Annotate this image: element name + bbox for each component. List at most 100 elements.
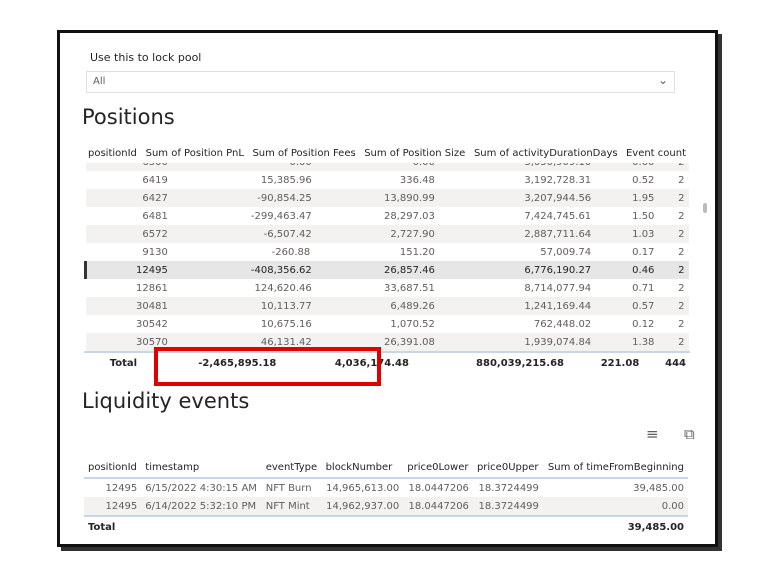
table-cell: 28,297.03	[383, 210, 435, 222]
table-row[interactable]: 30542 10,675.16 1,070.52 762,448.02 0.12 2	[86, 315, 689, 333]
table-cell: 12495	[84, 497, 142, 516]
highlight-box	[154, 347, 381, 386]
table-cell: 0.57	[595, 297, 659, 315]
slicer-label: Use this to lock pool	[90, 51, 202, 64]
table-cell: 0.00	[315, 163, 439, 171]
table-cell: -90,854.25	[171, 189, 316, 207]
table-cell: 6572	[85, 225, 172, 243]
table-cell: 26,857.46	[315, 261, 439, 279]
table-cell: 10,675.16	[260, 318, 312, 330]
table-cell: -6,507.42	[171, 225, 316, 243]
table-row[interactable]: 12495 6/14/2022 5:32:10 PM NFT Mint 14,962,…	[84, 497, 688, 516]
table-cell: 12861	[136, 282, 168, 294]
table-cell: 1,070.52	[390, 318, 435, 330]
table-cell: 15,385.96	[260, 174, 312, 186]
total-value: 221.08	[567, 351, 644, 373]
table-cell: 3,192,728.31	[524, 174, 592, 186]
table-row[interactable]: 30570 46,131.42 26,391.08 1,939,074.84 1.38 2	[85, 333, 689, 351]
table-cell: 12495	[84, 261, 172, 279]
table-cell: 2	[658, 297, 689, 315]
table-row[interactable]: 6481 -299,463.47 28,297.03 7,424,745.61 1.50…	[86, 207, 689, 225]
table-cell: 30481	[85, 297, 172, 315]
table-cell: 2	[678, 282, 685, 294]
table-cell: 1.03	[595, 225, 659, 243]
column-header[interactable]: price0Lower	[407, 461, 469, 473]
table-cell: 12495	[105, 482, 138, 494]
dropdown-value: All	[93, 76, 106, 87]
table-row[interactable]: 12495 -408,356.62 26,857.46 6,776,190.27 0.4…	[84, 261, 689, 279]
table-cell: 2	[678, 210, 685, 222]
table-cell: 3,207,944.56	[438, 189, 596, 207]
positions-scrollbar[interactable]	[703, 203, 707, 213]
table-cell: 18.0447206	[403, 497, 473, 516]
table-row[interactable]: 12495 6/15/2022 4:30:15 AM NFT Burn 14,965,…	[84, 478, 688, 497]
table-cell: 6,489.26	[315, 297, 439, 315]
table-cell: 0.52	[632, 174, 655, 186]
table-cell: 2,887,711.64	[438, 225, 596, 243]
table-row[interactable]: 6572 -6,507.42 2,727.90 2,887,711.64 1.03 2	[85, 225, 689, 243]
column-header[interactable]: Sum of timeFromBeginning	[547, 461, 684, 473]
table-cell: 14,962,937.00	[321, 497, 404, 516]
column-header[interactable]: positionId	[88, 461, 137, 473]
table-cell: 46,131.42	[171, 333, 316, 351]
column-header[interactable]: Sum of Position Fees	[252, 147, 356, 159]
pool-lock-dropdown[interactable]: All ⌄	[86, 71, 675, 93]
table-row[interactable]: 9130 -260.88 151.20 57,009.74 0.17 2	[86, 243, 689, 261]
column-header[interactable]: Sum of activityDurationDays	[473, 147, 618, 159]
column-header[interactable]: eventType	[265, 461, 318, 473]
total-value	[141, 515, 262, 537]
table-row[interactable]: 6419 15,385.96 336.48 3,192,728.31 0.52 2	[86, 171, 689, 189]
total-value	[472, 515, 543, 537]
table-cell: 2	[678, 246, 685, 258]
table-cell: 14,965,613.00	[326, 482, 400, 494]
table-cell: 2	[658, 261, 689, 279]
table-cell: 1.50	[632, 210, 655, 222]
table-cell: 2	[658, 163, 689, 171]
table-cell: 3,050,909.10	[438, 163, 596, 171]
table-cell: 336.48	[399, 174, 435, 186]
total-value: 39,485.00	[542, 515, 688, 537]
column-header[interactable]: price0Upper	[476, 461, 539, 473]
column-header[interactable]: blockNumber	[325, 461, 393, 473]
table-cell: -299,463.47	[250, 210, 312, 222]
table-cell: 0.00	[171, 163, 316, 171]
total-value: 444	[643, 351, 690, 373]
report-visual-frame: Use this to lock pool All ⌄ Positions po…	[57, 30, 718, 547]
table-cell: 6427	[85, 189, 172, 207]
table-cell: -408,356.62	[171, 261, 316, 279]
table-cell: 6/15/2022 4:30:15 AM	[145, 482, 257, 494]
table-cell: NFT Mint	[261, 497, 322, 516]
table-cell: 2	[658, 189, 689, 207]
table-row[interactable]: 12861 124,620.46 33,687.51 8,714,077.94 0.71…	[86, 279, 689, 297]
total-value	[261, 515, 322, 537]
table-cell: 33,687.51	[383, 282, 435, 294]
table-cell: 39,485.00	[633, 482, 684, 494]
table-row[interactable]: 65000.000.003,050,909.100.002	[85, 163, 689, 171]
column-header[interactable]: Event count	[625, 147, 686, 159]
column-header[interactable]: Sum of Position PnL	[145, 147, 244, 159]
column-header[interactable]: timestamp	[145, 461, 200, 473]
table-cell: 30542	[136, 318, 168, 330]
table-cell: 1.95	[595, 189, 659, 207]
table-cell: 151.20	[399, 246, 435, 258]
table-cell: 2	[678, 318, 685, 330]
table-row[interactable]: 6427 -90,854.25 13,890.99 3,207,944.56 1.95 2	[85, 189, 689, 207]
focus-mode-icon[interactable]: ⧉	[684, 425, 695, 443]
table-cell: 0.46	[595, 261, 659, 279]
table-cell: 2	[658, 333, 689, 351]
filter-icon[interactable]: ≡	[646, 425, 659, 443]
column-header[interactable]: Sum of Position Size	[364, 147, 466, 159]
table-cell: 2	[678, 174, 685, 186]
table-cell: 0.00	[595, 163, 659, 171]
table-cell: 7,424,745.61	[524, 210, 592, 222]
table-cell: 0.12	[632, 318, 655, 330]
table-cell: 57,009.74	[540, 246, 592, 258]
table-cell: 13,890.99	[315, 189, 439, 207]
table-cell: -260.88	[271, 246, 311, 258]
table-cell: 1,939,074.84	[438, 333, 596, 351]
column-header[interactable]: positionId	[88, 147, 137, 159]
table-cell: 18.3724499	[472, 497, 543, 516]
table-cell: 6,776,190.27	[438, 261, 596, 279]
table-row[interactable]: 30481 10,113.77 6,489.26 1,241,169.44 0.57 2	[85, 297, 689, 315]
table-cell: 2,727.90	[315, 225, 439, 243]
